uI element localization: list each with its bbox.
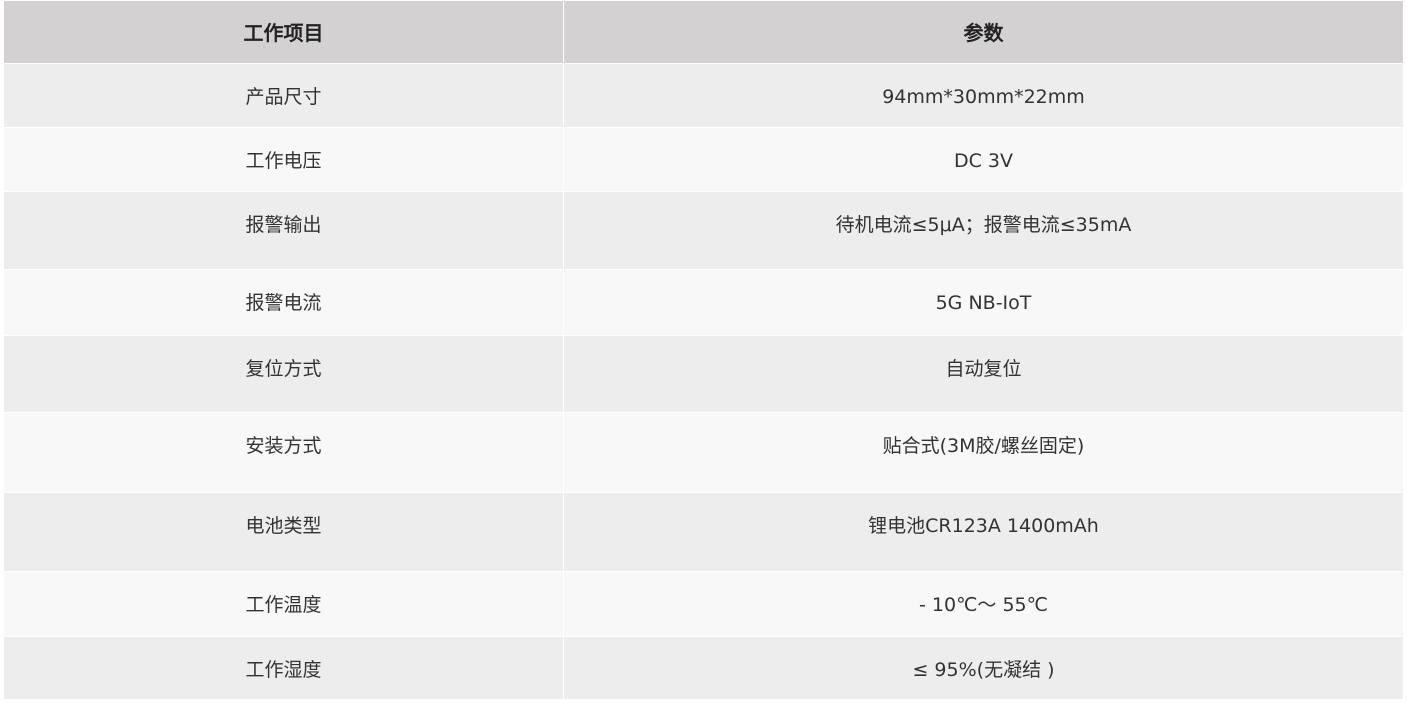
table-row: 报警输出 待机电流≤5μA；报警电流≤35mA — [3, 191, 1404, 270]
cell-item: 电池类型 — [3, 492, 564, 572]
spec-table: 工作项目 参数 产品尺寸 94mm*30mm*22mm 工作电压 DC 3V 报警输出待… — [3, 0, 1404, 700]
cell-value: 94mm*30mm*22mm — [563, 63, 1404, 128]
table-row: 工作电压 DC 3V — [3, 127, 1404, 192]
header-item: 工作项目 — [3, 0, 564, 64]
cell-value: DC 3V — [563, 127, 1404, 192]
cell-item: 复位方式 — [3, 335, 564, 413]
cell-value: 待机电流≤5μA；报警电流≤35mA — [563, 191, 1404, 270]
header-value: 参数 — [563, 0, 1404, 64]
header-row: 工作项目 参数 — [3, 0, 1404, 64]
table-row: 复位方式 自动复位 — [3, 335, 1404, 413]
table-row: 电池类型 锂电池CR123A 1400mAh — [3, 492, 1404, 572]
table-row: 产品尺寸 94mm*30mm*22mm — [3, 63, 1404, 128]
cell-item: 工作电压 — [3, 127, 564, 192]
cell-value: 自动复位 — [563, 335, 1404, 413]
cell-value: - 10℃～ 55℃ — [563, 571, 1404, 637]
table-row: 工作温度 - 10℃～ 55℃ — [3, 571, 1404, 637]
cell-value: 贴合式(3M胶/螺丝固定) — [563, 412, 1404, 493]
table-row: 工作湿度 ≤ 95%(无凝结 ) — [3, 636, 1404, 700]
cell-item: 产品尺寸 — [3, 63, 564, 128]
table-row: 报警电流 5G NB-IoT — [3, 269, 1404, 336]
cell-value: ≤ 95%(无凝结 ) — [563, 636, 1404, 700]
cell-item: 报警输出 — [3, 191, 564, 270]
table-row: 安装方式 贴合式(3M胶/螺丝固定) — [3, 412, 1404, 493]
cell-item: 报警电流 — [3, 269, 564, 336]
cell-item: 工作湿度 — [3, 636, 564, 700]
cell-value: 锂电池CR123A 1400mAh — [563, 492, 1404, 572]
cell-value: 5G NB-IoT — [563, 269, 1404, 336]
cell-item: 工作温度 — [3, 571, 564, 637]
cell-item: 安装方式 — [3, 412, 564, 493]
